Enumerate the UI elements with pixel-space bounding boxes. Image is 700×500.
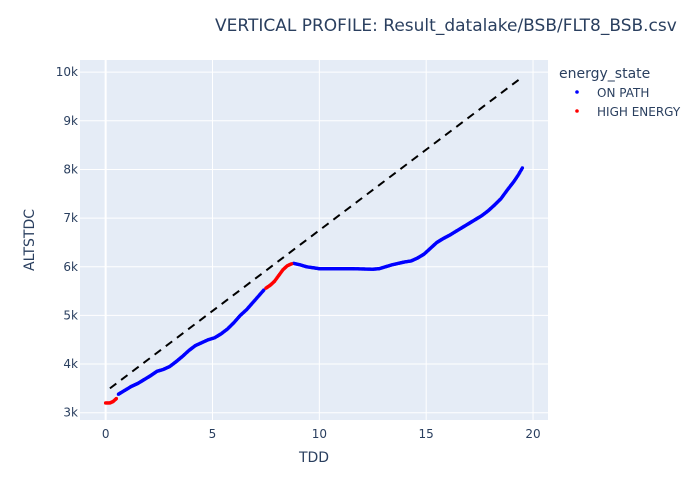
series-on-path [292,166,525,271]
series-on-path [116,288,266,396]
series-high-energy [103,396,119,405]
x-tick-labels: 0 5 10 15 20 [102,427,541,441]
y-tick-label: 5k [63,308,78,322]
x-tick-label: 10 [312,427,327,441]
x-axis-title: TDD [298,450,329,466]
plot-background [80,60,548,420]
y-tick-label: 9k [63,114,78,128]
plot-area [80,60,548,420]
y-tick-label: 10k [56,65,78,79]
reference-dashed-line [109,76,523,390]
data-point-high-energy [289,262,294,266]
legend-item-high-energy[interactable]: HIGH ENERGY [575,105,681,119]
legend-title: energy_state [559,66,650,82]
legend-label-on-path: ON PATH [597,86,649,100]
legend-label-high-energy: HIGH ENERGY [597,105,681,119]
chart-title: VERTICAL PROFILE: Result_datalake/BSB/FL… [215,16,677,36]
y-axis-title: ALTSTDC [22,209,38,271]
data-point-on-path [520,166,525,170]
x-tick-label: 5 [209,427,217,441]
x-tick-label: 20 [525,427,540,441]
y-tick-label: 4k [63,357,78,371]
data-marks [103,76,525,405]
x-tick-label: 15 [419,427,434,441]
y-tick-label: 8k [63,162,78,176]
y-tick-labels: 3k 4k 5k 6k 7k 8k 9k 10k [56,65,78,420]
y-tick-label: 6k [63,260,78,274]
y-tick-label: 3k [63,406,78,420]
legend-swatch-high-energy [575,109,579,113]
x-tick-label: 0 [102,427,110,441]
grid-lines [80,60,548,420]
legend-item-on-path[interactable]: ON PATH [575,86,649,100]
y-tick-label: 7k [63,211,78,225]
series-high-energy [264,262,294,290]
legend: energy_state ON PATH HIGH ENERGY [559,66,681,119]
legend-swatch-on-path [575,90,579,94]
data-point-high-energy [114,396,119,401]
